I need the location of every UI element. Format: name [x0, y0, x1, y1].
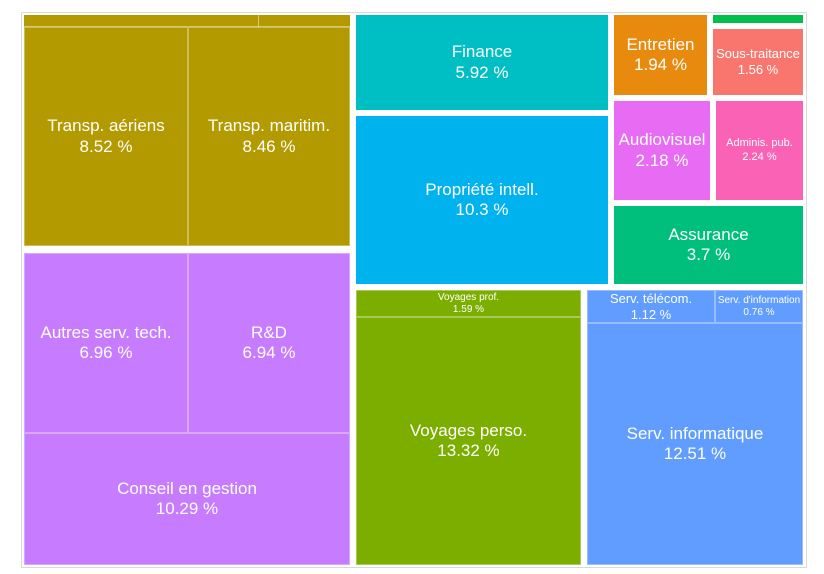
tile-serv-telecom[interactable]: Serv. télécom. 1.12 % [587, 290, 715, 323]
tile-finance[interactable]: Finance 5.92 % [356, 15, 608, 110]
transport-top-strip-divider [258, 15, 259, 27]
tile-value: 1.59 % [452, 303, 485, 315]
tile-label: Entretien [626, 34, 695, 54]
tile-value: 1.12 % [630, 306, 672, 322]
tile-serv-information[interactable]: Serv. d'information 0.76 % [715, 290, 803, 323]
transport-top-strip [24, 15, 350, 27]
tile-transp-aeriens[interactable]: Transp. aériens 8.52 % [24, 27, 188, 246]
tile-voyages-perso[interactable]: Voyages perso. 13.32 % [356, 317, 581, 565]
tile-label: Propriété intell. [425, 179, 539, 199]
tile-label: Adminis. pub. [726, 137, 793, 150]
tile-conseil-en-gestion[interactable]: Conseil en gestion 10.29 % [24, 433, 350, 565]
tile-value: 8.46 % [242, 136, 296, 156]
tile-label: Finance [451, 42, 513, 62]
tile-adminis-pub[interactable]: Adminis. pub. 2.24 % [716, 101, 803, 200]
tile-label: Transp. maritim. [207, 116, 331, 136]
tile-transp-maritim[interactable]: Transp. maritim. 8.46 % [188, 27, 350, 246]
tile-value: 6.96 % [79, 343, 133, 362]
tile-label: Serv. informatique [626, 423, 764, 443]
treemap-chart: Transp. aériens 8.52 % Transp. maritim. … [21, 12, 807, 568]
tile-value: 0.76 % [743, 306, 775, 318]
tile-assurance[interactable]: Assurance 3.7 % [614, 206, 803, 284]
tile-label: Audiovisuel [618, 130, 706, 150]
tile-label: Serv. télécom. [609, 290, 693, 306]
tile-label: Voyages perso. [409, 420, 528, 440]
tile-value: 6.94 % [242, 343, 296, 362]
tile-serv-informatique[interactable]: Serv. informatique 12.51 % [587, 323, 803, 565]
tile-voyages-prof[interactable]: Voyages prof. 1.59 % [356, 290, 581, 317]
tile-green-strip[interactable] [713, 15, 803, 23]
tile-autres-serv-tech[interactable]: Autres serv. tech. 6.96 % [24, 253, 188, 433]
tile-entretien[interactable]: Entretien 1.94 % [614, 15, 707, 95]
tile-propriete-intell[interactable]: Propriété intell. 10.3 % [356, 116, 608, 284]
tile-label: Sous-traitance [716, 46, 800, 62]
tile-value: 10.3 % [455, 200, 509, 219]
tile-sous-traitance[interactable]: Sous-traitance 1.56 % [713, 29, 803, 95]
tile-label: R&D [251, 322, 287, 342]
tile-value: 2.24 % [742, 150, 777, 163]
tile-value: 13.32 % [437, 441, 500, 460]
tile-value: 5.92 % [455, 62, 509, 82]
tile-label: Conseil en gestion [117, 478, 257, 498]
tile-label: Transp. aériens [47, 116, 165, 136]
tile-label: Assurance [668, 224, 749, 244]
tile-value: 8.52 % [79, 136, 133, 156]
tile-label: Serv. d'information [717, 294, 801, 306]
tile-r-and-d[interactable]: R&D 6.94 % [188, 253, 350, 433]
tile-value: 1.94 % [634, 55, 687, 74]
tile-label: Voyages prof. [437, 291, 500, 303]
tile-label: Autres serv. tech. [40, 322, 172, 342]
tile-value: 10.29 % [155, 499, 219, 518]
tile-value: 1.56 % [737, 62, 779, 77]
tile-value: 12.51 % [663, 444, 727, 463]
tile-audiovisuel[interactable]: Audiovisuel 2.18 % [614, 101, 710, 200]
tile-value: 2.18 % [635, 150, 689, 170]
tile-value: 3.7 % [686, 245, 731, 264]
